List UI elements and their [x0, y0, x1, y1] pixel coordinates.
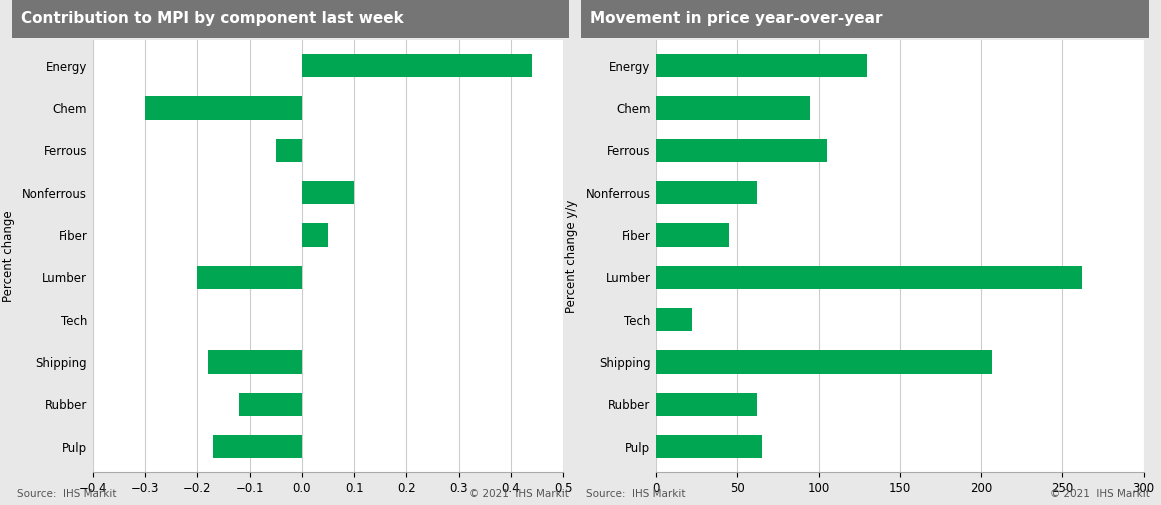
- Bar: [208, 350, 302, 374]
- Y-axis label: Percent change y/y: Percent change y/y: [565, 199, 578, 313]
- Bar: [656, 224, 729, 247]
- Bar: [302, 181, 354, 205]
- Bar: [276, 139, 302, 162]
- Bar: [302, 54, 532, 77]
- Bar: [656, 139, 827, 162]
- Bar: [214, 435, 302, 459]
- Bar: [656, 308, 692, 331]
- Text: Movement in price year-over-year: Movement in price year-over-year: [590, 12, 882, 26]
- Bar: [656, 266, 1082, 289]
- Text: © 2021  IHS Markit: © 2021 IHS Markit: [469, 489, 569, 499]
- Bar: [656, 54, 867, 77]
- Bar: [197, 266, 302, 289]
- Bar: [656, 96, 810, 120]
- Bar: [302, 224, 329, 247]
- Y-axis label: Percent change: Percent change: [2, 211, 15, 302]
- Bar: [656, 393, 757, 416]
- Text: Source:  IHS Markit: Source: IHS Markit: [586, 489, 686, 499]
- Bar: [145, 96, 302, 120]
- Bar: [239, 393, 302, 416]
- Bar: [656, 350, 993, 374]
- Text: Source:  IHS Markit: Source: IHS Markit: [17, 489, 117, 499]
- Text: © 2021  IHS Markit: © 2021 IHS Markit: [1050, 489, 1149, 499]
- Text: Contribution to MPI by component last week: Contribution to MPI by component last we…: [21, 12, 404, 26]
- Bar: [656, 181, 757, 205]
- Bar: [656, 435, 762, 459]
